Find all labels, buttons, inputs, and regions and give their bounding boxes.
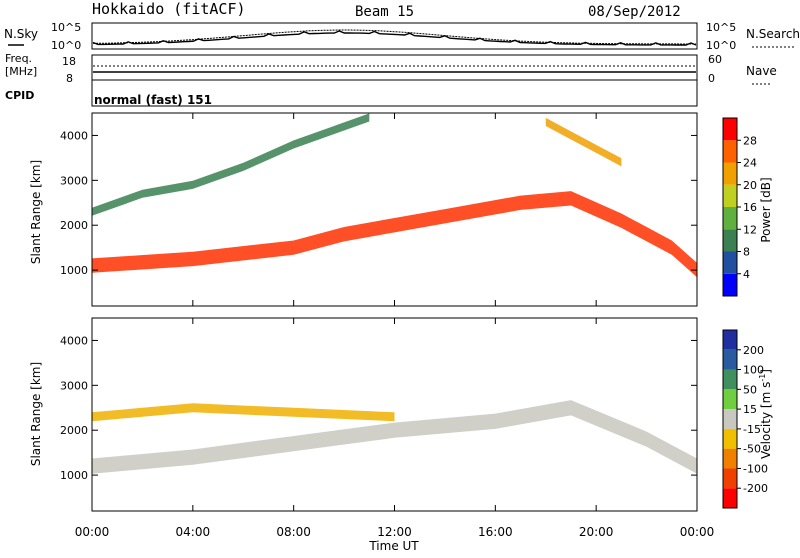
power-panel: 1000 2000 3000 4000 Slant Range [km]: [29, 112, 698, 307]
power-colorbar-label: Power [dB]: [759, 177, 773, 242]
x-tick-label: 20:00: [579, 525, 614, 539]
echo-band: [92, 403, 395, 422]
cpid-panel: CPID normal (fast) 151: [5, 79, 698, 107]
colorbar-segment: [723, 251, 737, 274]
time-axis-label: Time UT: [368, 539, 419, 553]
velocity-colorbar-label: Velocity [m s-1]: [758, 369, 773, 459]
colorbar-segment: [723, 409, 737, 429]
echo-band: [545, 117, 622, 167]
colorbar-segment: [723, 389, 737, 410]
velocity-ylabel: Slant Range [km]: [29, 362, 43, 466]
colorbar-tick-label: 4: [743, 268, 750, 281]
y-tick-label: 2000: [60, 424, 88, 437]
nave-tick-bottom: 0: [708, 72, 715, 85]
freq-tick-top: 18: [62, 55, 76, 68]
colorbar-tick-label: 8: [743, 246, 750, 259]
colorbar-segment: [723, 229, 737, 252]
colorbar-tick-label: 28: [743, 134, 757, 147]
x-tick-label: 12:00: [377, 525, 412, 539]
colorbar-segment: [723, 184, 737, 207]
colorbar-tick-label: 20: [743, 179, 757, 192]
date-title: 08/Sep/2012: [588, 4, 681, 20]
y-tick-label: 3000: [60, 379, 88, 392]
colorbar-tick-label: -100: [743, 462, 768, 475]
y-tick-label: 3000: [60, 174, 88, 187]
echo-band: [92, 191, 697, 278]
colorbar-segment: [723, 448, 737, 469]
noise-left-tick-top: 10^5: [51, 21, 81, 34]
colorbar-segment: [723, 273, 737, 296]
x-tick-label: 00:00: [680, 525, 715, 539]
y-tick-label: 4000: [60, 334, 88, 347]
colorbar-segment: [723, 118, 737, 141]
noise-search-line: [92, 29, 696, 45]
noise-sky-line: [92, 30, 697, 46]
beam-title: Beam 15: [355, 4, 414, 20]
y-tick-label: 2000: [60, 219, 88, 232]
colorbar-segment: [723, 207, 737, 230]
velocity-colorbar: 200 100 50 15 -15 -50 -100 -200: [722, 329, 768, 509]
freq-tick-bottom: 8: [66, 72, 73, 85]
freq-label-1: Freq.: [5, 52, 32, 65]
colorbar-tick-label: -15: [743, 423, 761, 436]
colorbar-segment: [723, 140, 737, 163]
x-tick-label: 16:00: [478, 525, 513, 539]
colorbar-tick-label: 50: [743, 383, 757, 396]
colorbar-tick-label: -200: [743, 482, 768, 495]
y-tick-label: 1000: [60, 469, 88, 482]
echo-band: [92, 113, 370, 216]
power-echo-layer: [92, 113, 697, 278]
power-colorbar: 4 8 12 16 20 24 28: [722, 117, 757, 297]
noise-right-tick-bottom: 10^0: [706, 39, 736, 52]
colorbar-segment: [723, 349, 737, 370]
noise-right-tick-top: 10^5: [706, 21, 736, 34]
colorbar-tick-label: -50: [743, 443, 761, 456]
colorbar-segment: [723, 468, 737, 489]
velocity-panel: 1000 2000 3000 4000 Slant Range [km]: [29, 317, 698, 512]
colorbar-tick-label: 24: [743, 157, 757, 170]
colorbar-tick-label: 16: [743, 201, 757, 214]
colorbar-tick-label: 15: [743, 403, 757, 416]
velocity-echo-layer: [92, 400, 697, 474]
colorbar-tick-label: 12: [743, 223, 757, 236]
noise-right-label: N.Search: [746, 27, 800, 41]
colorbar-segment: [723, 369, 737, 390]
colorbar-segment: [723, 162, 737, 185]
x-tick-label: 00:00: [75, 525, 110, 539]
noise-left-tick-bottom: 10^0: [51, 39, 81, 52]
colorbar-tick-label: 100: [743, 364, 764, 377]
nave-tick-top: 60: [708, 53, 722, 66]
power-ylabel: Slant Range [km]: [29, 160, 43, 264]
colorbar-segment: [723, 428, 737, 449]
noise-left-label: N.Sky: [4, 27, 38, 41]
nave-label: Nave: [746, 64, 777, 78]
y-tick-label: 4000: [60, 129, 88, 142]
y-tick-label: 1000: [60, 264, 88, 277]
cpid-label: CPID: [5, 89, 34, 102]
cpid-mode: normal (fast) 151: [94, 93, 212, 107]
echo-band: [92, 400, 697, 474]
colorbar-tick-label: 200: [743, 344, 764, 357]
colorbar-segment: [723, 488, 737, 508]
x-tick-label: 08:00: [276, 525, 311, 539]
colorbar-segment: [723, 330, 737, 350]
freq-label-2: [MHz]: [5, 65, 37, 78]
x-tick-label: 04:00: [176, 525, 211, 539]
station-title: Hokkaido (fitACF): [92, 0, 246, 18]
frequency-panel: Freq. [MHz] 18 8 60 0 Nave: [5, 52, 777, 85]
noise-panel: N.Sky 10^5 10^0 10^5 10^0 N.Search: [4, 21, 800, 52]
time-axis: 00:00 04:00 08:00 12:00 16:00 20:00 00:00: [75, 113, 715, 539]
